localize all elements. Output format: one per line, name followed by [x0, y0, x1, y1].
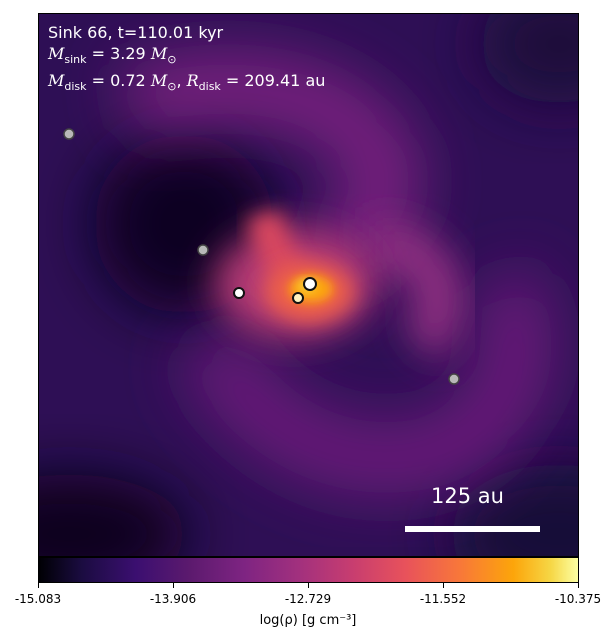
- density-map-panel: Sink 66, t=110.01 kyr Msink = 3.29 M⊙ Md…: [38, 13, 579, 557]
- colorbar-tick-label: -12.729: [284, 592, 332, 606]
- sink-particle: [292, 292, 304, 304]
- sink-time-label: Sink 66, t=110.01 kyr: [48, 23, 224, 42]
- low-density-region-topright: [479, 14, 578, 104]
- colorbar: [38, 557, 579, 583]
- colorbar-label: log(ρ) [g cm⁻³]: [259, 613, 357, 628]
- low-density-region-corner: [39, 474, 189, 556]
- primary-sink-particle: [303, 277, 317, 291]
- colorbar-tick-label: -11.552: [419, 592, 467, 606]
- colorbar-tick-label: -10.375: [554, 592, 602, 606]
- sink-particle: [63, 128, 75, 140]
- colorbar-tick: [38, 583, 39, 588]
- spiral-arm-lower: [177, 264, 553, 495]
- sink-particle: [197, 244, 209, 256]
- colorbar-tick-label: -15.083: [14, 592, 62, 606]
- sink-mass-label: Msink = 3.29 M⊙: [48, 44, 177, 67]
- low-density-region-bottomright: [449, 464, 578, 556]
- colorbar-tick: [173, 583, 174, 588]
- colorbar-tick: [443, 583, 444, 588]
- spiral-arm-inner: [367, 219, 465, 362]
- sink-particle: [448, 373, 460, 385]
- disk-properties-label: Mdisk = 0.72 M⊙, Rdisk = 209.41 au: [48, 71, 326, 94]
- spiral-arm-upper: [117, 53, 421, 297]
- scale-bar-label: 125 au: [431, 484, 504, 508]
- colorbar-tick: [578, 583, 579, 588]
- sink-annotation: Sink 66, t=110.01 kyr Msink = 3.29 M⊙ Md…: [48, 22, 325, 97]
- colorbar-tick: [308, 583, 309, 588]
- density-map: [39, 14, 578, 556]
- sink-particle: [233, 287, 245, 299]
- colorbar-tick-label: -13.906: [149, 592, 197, 606]
- scale-bar: [405, 526, 540, 532]
